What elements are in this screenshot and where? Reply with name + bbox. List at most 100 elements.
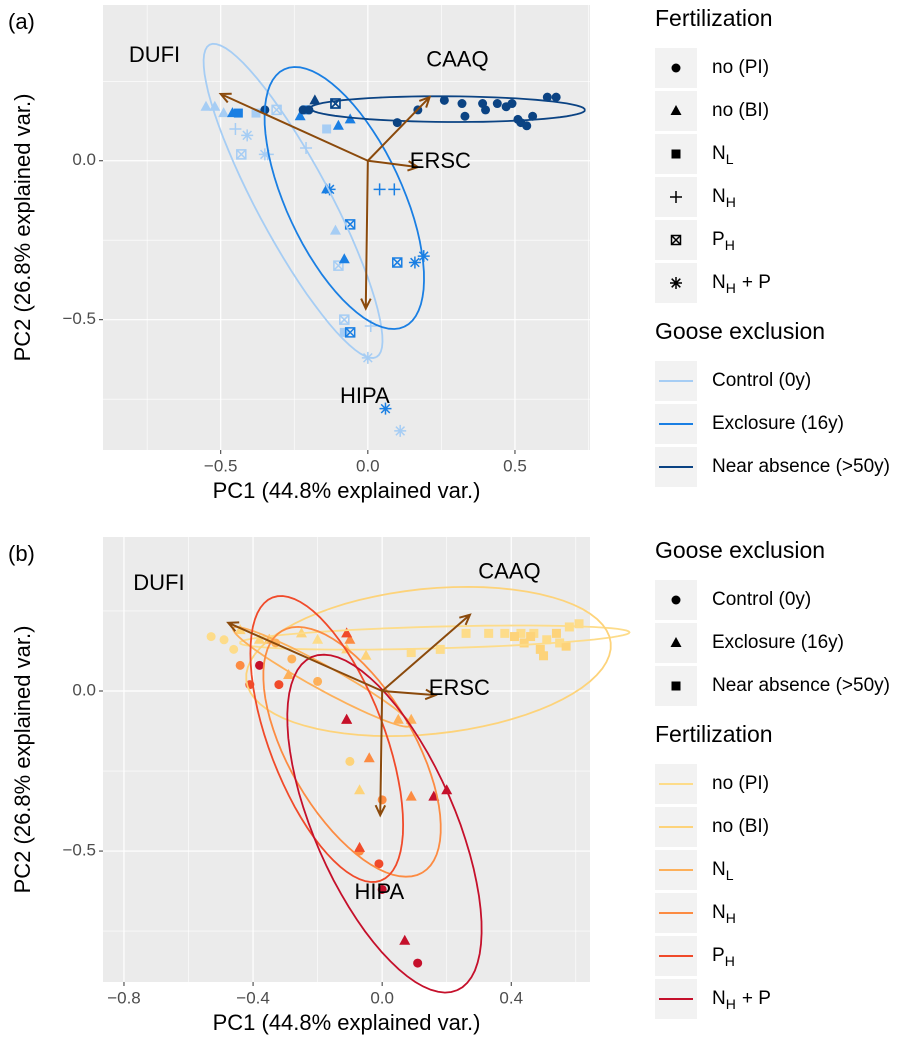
panel-label: (b)	[8, 541, 35, 566]
y-tick-label: 0.0	[72, 150, 96, 169]
point	[406, 648, 416, 658]
point	[229, 122, 242, 135]
legend-label-text: N	[712, 186, 726, 207]
x-tick-label: −0.8	[107, 988, 141, 1007]
legend-label-text: Control (0y)	[712, 370, 811, 391]
legend-symbol	[671, 63, 681, 73]
legend-label-subscript: H	[726, 194, 736, 210]
confidence-ellipse	[262, 625, 442, 878]
point	[522, 121, 532, 131]
point	[484, 628, 494, 638]
legend-label: Near absence (>50y)	[712, 675, 890, 696]
point	[542, 92, 552, 102]
legend-label: no (BI)	[712, 100, 769, 121]
point	[309, 94, 321, 105]
legend-label: NH	[712, 902, 736, 926]
legend-label: NH + P	[712, 272, 771, 296]
point	[481, 105, 491, 115]
point	[313, 676, 323, 686]
loading-label: CAAQ	[478, 558, 540, 583]
x-tick-label: 0.4	[499, 988, 523, 1007]
point	[461, 628, 471, 638]
point	[200, 100, 212, 111]
point	[345, 756, 355, 766]
legend-label-subscript: H	[726, 910, 736, 926]
x-tick-label: −0.4	[236, 988, 270, 1007]
point	[229, 644, 239, 654]
legend-label-text: N	[712, 272, 726, 293]
point	[360, 649, 372, 660]
point	[294, 110, 306, 121]
loading-arrow	[381, 613, 472, 692]
point	[338, 253, 350, 264]
loading-label: ERSC	[410, 148, 471, 173]
point	[206, 632, 216, 642]
legend-label-text: Near absence (>50y)	[712, 675, 890, 696]
point	[561, 641, 571, 651]
legend-symbol	[670, 191, 682, 203]
point	[312, 633, 324, 644]
legend-symbol	[670, 105, 682, 115]
point	[516, 628, 526, 638]
legend-label: NH + P	[712, 988, 771, 1012]
point	[374, 859, 384, 869]
x-tick-label: −0.5	[204, 456, 238, 475]
legend-symbol	[671, 149, 681, 159]
legend-label-subscript: H	[726, 280, 736, 296]
loading-arrow	[374, 690, 387, 818]
legend-title: Goose exclusion	[655, 537, 825, 563]
legend-label-subscript: H	[725, 237, 735, 253]
legend-label-subscript: H	[726, 996, 736, 1012]
point	[219, 635, 229, 645]
legend-label-suffix: + P	[742, 988, 771, 1009]
legend-label-text: P	[712, 229, 725, 250]
point	[251, 108, 261, 118]
point	[535, 644, 545, 654]
legend-label: Near absence (>50y)	[712, 456, 890, 477]
point	[322, 124, 332, 134]
legend-symbol	[670, 234, 682, 246]
point	[542, 635, 552, 645]
legend-label-text: P	[712, 945, 725, 966]
point	[392, 713, 404, 724]
point	[323, 183, 336, 196]
x-tick-label: 0.0	[356, 456, 380, 475]
legend-label-text: N	[712, 859, 726, 880]
loading-arrow	[367, 95, 432, 162]
legend-label-text: Near absence (>50y)	[712, 456, 890, 477]
confidence-ellipse	[286, 653, 483, 994]
confidence-ellipse	[309, 95, 586, 123]
point	[241, 129, 254, 142]
x-axis-title: PC1 (44.8% explained var.)	[213, 1010, 481, 1035]
panel-label: (a)	[8, 9, 35, 34]
legend-label-subscript: L	[726, 867, 734, 883]
legend-label-subscript: L	[726, 151, 734, 167]
point	[258, 148, 271, 161]
legend-symbol	[670, 637, 682, 647]
point	[399, 934, 411, 945]
point	[354, 784, 366, 795]
point	[417, 250, 430, 263]
y-tick-label: 0.0	[72, 680, 96, 699]
point	[377, 795, 387, 805]
legend-label-text: N	[712, 902, 726, 923]
y-axis-title: PC2 (26.8% explained var.)	[10, 626, 35, 894]
legend-symbol	[671, 681, 681, 691]
x-axis-title: PC1 (44.8% explained var.)	[213, 478, 481, 503]
loading-arrow	[360, 160, 372, 311]
point	[439, 95, 449, 105]
confidence-ellipse	[202, 42, 384, 359]
point	[344, 633, 356, 644]
point	[332, 119, 344, 130]
legend-label-text: no (BI)	[712, 100, 769, 121]
legend-symbol	[671, 595, 681, 605]
legend-label-text: Exclosure (16y)	[712, 413, 844, 434]
legend-label-text: no (PI)	[712, 57, 769, 78]
point	[377, 884, 387, 894]
point	[274, 680, 284, 690]
legend-label-text: Exclosure (16y)	[712, 632, 844, 653]
point	[435, 644, 445, 654]
legend-label-text: no (BI)	[712, 816, 769, 837]
point	[254, 633, 266, 644]
point	[379, 402, 392, 415]
